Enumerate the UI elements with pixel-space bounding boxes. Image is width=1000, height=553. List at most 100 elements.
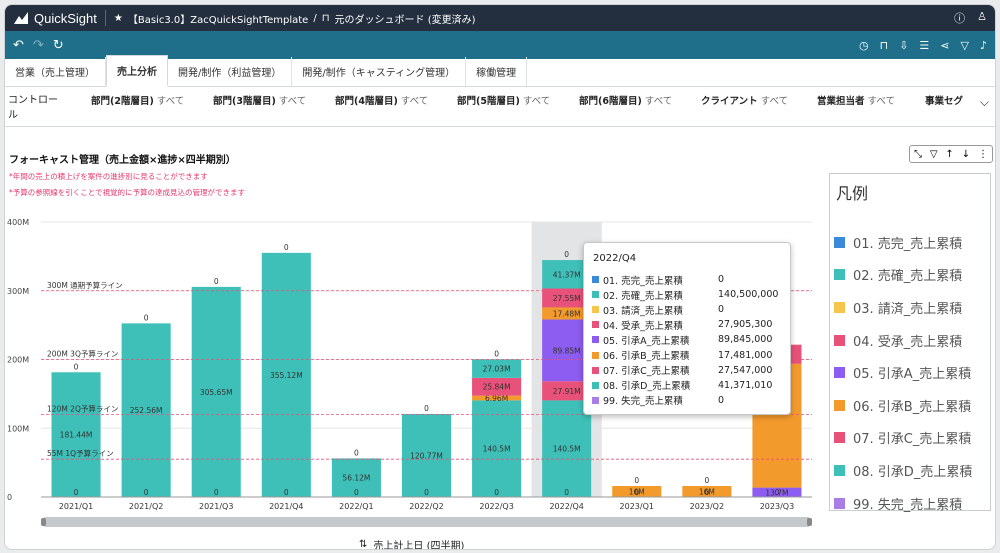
tooltip-swatch (592, 366, 599, 374)
help-icon[interactable]: ⓘ (954, 12, 966, 25)
user-icon[interactable]: ♙ (977, 10, 987, 23)
tab-profit-management[interactable]: 開発/制作（利益管理） (168, 57, 293, 86)
control-dept-5[interactable]: 部門(5階層目) すべて (457, 93, 579, 107)
alert-icon[interactable]: ♪ (979, 38, 987, 52)
bar-segment[interactable] (542, 400, 592, 497)
tooltip-swatch (592, 291, 599, 299)
legend-item[interactable]: 08. 引承D_売上累積 (830, 454, 990, 487)
data-label: 16M (699, 488, 715, 497)
bar-segment[interactable] (752, 487, 802, 497)
legend-label: 08. 引承D_売上累積 (853, 464, 973, 480)
visual-menu: ⤡ ▽ ↑ ↓ ⋮ (909, 145, 993, 163)
bar-segment[interactable] (191, 286, 241, 497)
legend-swatch (834, 367, 845, 379)
dashboard-name[interactable]: 元のダッシュボード (変更済み) (334, 14, 476, 26)
sort-icon[interactable]: ⇅ (359, 539, 368, 550)
control-label: クライアント (701, 96, 758, 107)
control-value: すべて (522, 96, 551, 107)
bookmark-icon: ⊓ (321, 12, 330, 24)
stacked-bar-chart: 0 100M 200M 300M 400M 181.44M 0 0 2021/Q1 252.56M… (7, 218, 812, 511)
quicksight-logo[interactable]: QuickSight (13, 11, 97, 26)
tab-sales-analysis[interactable]: 売上分析 (106, 55, 168, 87)
reference-line-label: 300M 通期予算ライン (47, 280, 123, 290)
filter-icon[interactable]: ▽ (960, 38, 969, 52)
legend-item[interactable]: 05. 引承A_売上累積 (830, 356, 990, 389)
bar-segment[interactable] (121, 323, 171, 497)
bar-segment[interactable] (472, 400, 522, 497)
reset-icon[interactable]: ↻ (52, 37, 64, 53)
chevron-down-icon[interactable]: ⌵ (979, 95, 989, 109)
control-dept-4[interactable]: 部門(4階層目) すべて (335, 93, 457, 107)
schedule-icon[interactable]: ◷ (858, 38, 869, 52)
control-dept-2[interactable]: 部門(2階層目) すべて (91, 93, 213, 107)
x-axis-title: ⇅ 売上計上日 (四半期) (359, 537, 464, 550)
data-label: 0 (284, 243, 289, 252)
legend-swatch (834, 236, 845, 248)
bar-segment[interactable] (612, 486, 662, 497)
control-value: すべて (400, 96, 429, 107)
sort-descending-icon[interactable]: ↓ (961, 148, 971, 160)
legend-item[interactable]: 01. 売完_売上累積 (830, 226, 990, 259)
share-icon[interactable]: ⋖ (940, 38, 950, 52)
control-value: すべて (156, 96, 185, 107)
x-tick-label: 2023/Q3 (760, 502, 794, 511)
legend-item[interactable]: 04. 受承_売上累積 (830, 324, 990, 357)
control-label: 部門(3階層目) (213, 96, 276, 107)
control-business-segment[interactable]: 事業セグ (925, 93, 985, 107)
tooltip-row: 03. 請済_売上累積 0 (592, 302, 790, 317)
template-name[interactable]: 【Basic3.0】ZacQuickSightTemplate (127, 14, 309, 26)
data-label: 0 (704, 476, 709, 485)
x-tick-label: 2021/Q3 (199, 502, 233, 511)
tooltip-header: 2022/Q4 (593, 253, 637, 264)
control-sales-rep[interactable]: 営業担当者 すべて (817, 93, 925, 107)
bar-segment[interactable] (331, 458, 381, 497)
control-dept-3[interactable]: 部門(3階層目) すべて (213, 93, 335, 107)
legend-item[interactable]: 02. 売確_売上累積 (830, 259, 990, 292)
bar-segment[interactable] (682, 486, 732, 497)
star-icon[interactable]: ★ (113, 12, 123, 24)
bar-segment[interactable] (401, 413, 452, 497)
legend-item[interactable]: 03. 請済_売上累積 (830, 291, 990, 324)
bar-segment[interactable] (472, 359, 522, 378)
control-label: 営業担当者 (817, 96, 865, 107)
y-tick-label: 300M (7, 287, 29, 296)
bookmark-icon[interactable]: ⊓ (879, 38, 889, 52)
data-label: 0 (144, 488, 149, 497)
expand-icon[interactable]: ⤡ (913, 148, 922, 160)
app-name: QuickSight (34, 10, 97, 26)
export-icon[interactable]: ⇩ (899, 38, 909, 52)
legend-item[interactable]: 06. 引承B_売上累積 (830, 389, 990, 422)
tooltip-swatch (592, 321, 599, 329)
data-label: 305.65M (200, 388, 233, 397)
bar-segment[interactable] (261, 252, 311, 497)
tooltip-series-value: 0 (718, 274, 725, 286)
dataset-icon[interactable]: ☰ (919, 38, 930, 52)
bar-segment[interactable] (542, 307, 592, 320)
more-options-icon[interactable]: ⋮ (977, 148, 988, 160)
tooltip-series-name: 04. 受承_売上累積 (603, 320, 683, 332)
tab-sales-management[interactable]: 営業（売上管理） (5, 57, 106, 86)
control-client[interactable]: クライアント すべて (701, 93, 817, 107)
legend-label: 05. 引承A_売上累積 (853, 367, 972, 383)
tooltip-series-name: 99. 失完_売上累積 (603, 396, 683, 408)
legend-item[interactable]: 99. 失完_売上累積 (830, 487, 990, 520)
tooltip-series-name: 06. 引承B_売上累積 (603, 351, 690, 363)
filter-icon[interactable]: ▽ (929, 148, 938, 160)
chart-scrollbar[interactable] (41, 517, 812, 527)
bar-segment[interactable] (542, 288, 592, 308)
tab-casting-management[interactable]: 開発/制作（キャスティング管理） (292, 57, 467, 86)
legend-swatch (834, 334, 845, 346)
legend-item[interactable]: 07. 引承C_売上累積 (830, 422, 990, 455)
redo-icon[interactable]: ↷ (32, 37, 44, 53)
bar-segment[interactable] (542, 381, 592, 401)
bar-segment[interactable] (472, 395, 522, 401)
bar-segment[interactable] (51, 372, 101, 497)
tab-utilization[interactable]: 稼働管理 (466, 57, 528, 86)
control-dept-6[interactable]: 部門(6階層目) すべて (579, 93, 701, 107)
bar-segment[interactable] (472, 377, 522, 396)
tooltip-series-value: 27,905,300 (718, 319, 773, 331)
sort-ascending-icon[interactable]: ↑ (945, 148, 954, 160)
tooltip-series-name: 08. 引承D_売上累積 (603, 381, 691, 393)
data-label: 0 (284, 488, 289, 497)
undo-icon[interactable]: ↶ (13, 37, 24, 53)
